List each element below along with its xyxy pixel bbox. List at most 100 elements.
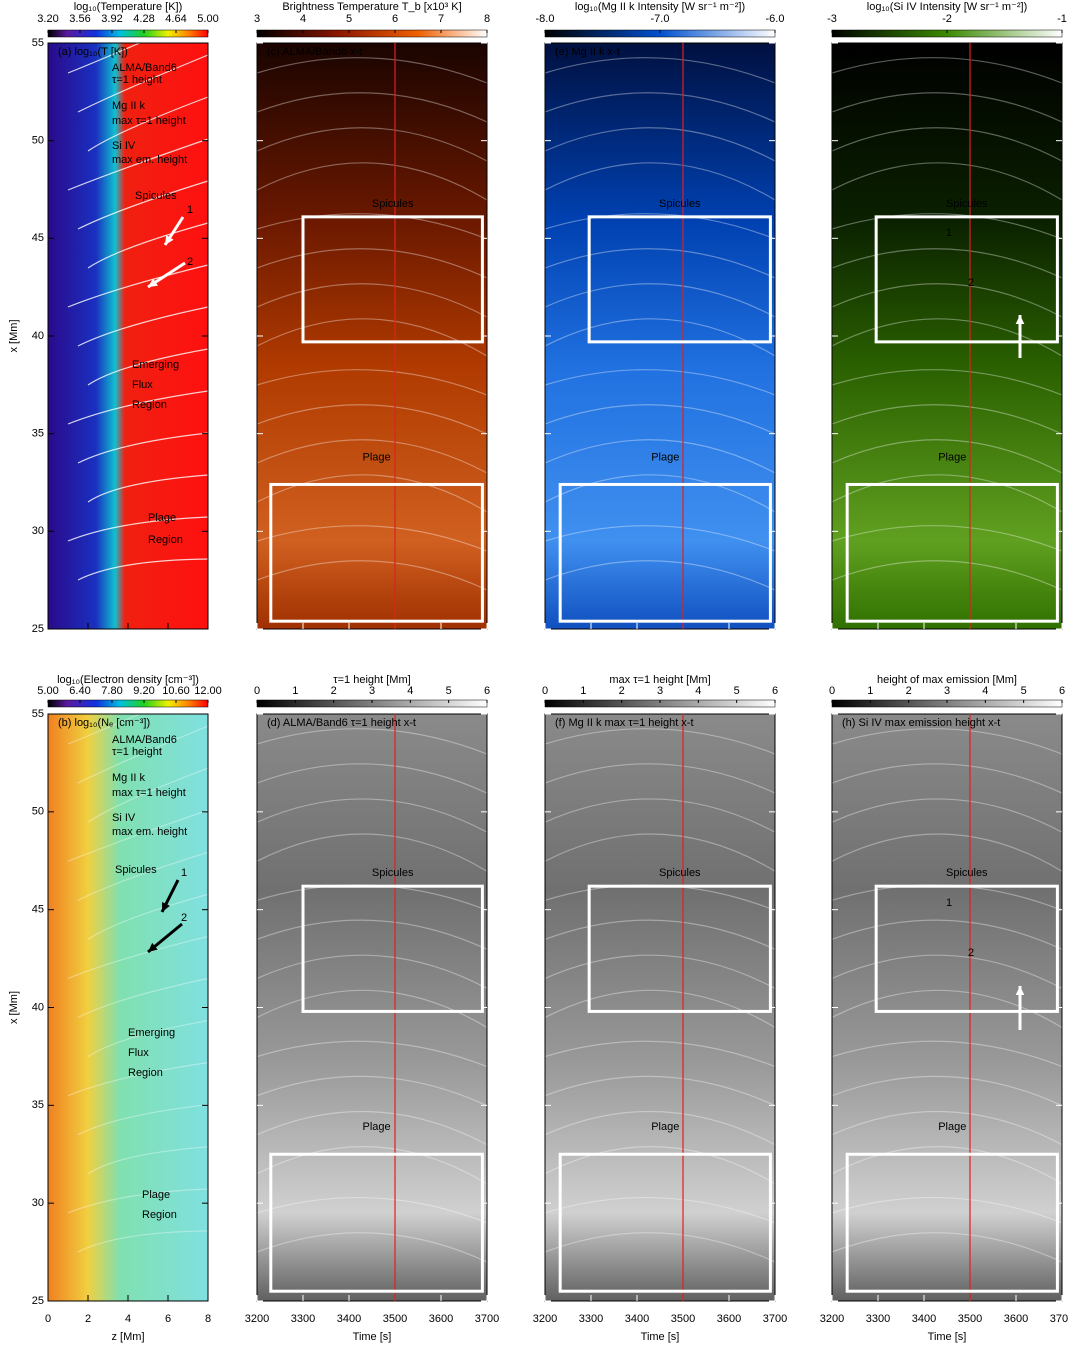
texture <box>77 54 209 113</box>
y-tick-label: 50 <box>32 135 44 147</box>
texture <box>544 369 776 396</box>
texture <box>87 96 209 152</box>
annotation: Plage <box>148 512 176 524</box>
x-tick-label: 3300 <box>291 1313 315 1325</box>
x-tick-label: 3600 <box>1004 1313 1028 1325</box>
texture <box>256 127 488 162</box>
annotation: 1 <box>187 204 193 216</box>
x-tick-label: 3200 <box>820 1313 844 1325</box>
panel-title: (b) log₁₀(Nₑ [cm⁻³]) <box>58 717 150 729</box>
colorbar-tick-label: -2 <box>942 13 952 25</box>
x-axis-label: Time [s] <box>928 1331 967 1343</box>
x-tick-label: 6 <box>165 1313 171 1325</box>
colorbar <box>47 699 209 708</box>
panel: log₁₀(Mg II k Intensity [W sr⁻¹ m⁻²]) -8.… <box>536 1 785 630</box>
texture <box>256 213 488 240</box>
heatmap-image <box>545 714 775 1301</box>
panel-title: (d) ALMA/Band6 τ=1 height x-t <box>267 717 416 729</box>
texture <box>67 12 209 74</box>
colorbar-tick-label: 6 <box>1059 685 1065 697</box>
colorbar-tick-label: 10.60 <box>162 685 190 697</box>
texture <box>77 1230 209 1253</box>
annotation: Spicules <box>115 864 157 876</box>
texture <box>256 248 488 279</box>
annotation: Si IV <box>112 140 136 152</box>
arrow-head <box>148 942 158 952</box>
panel-title: (g) Si IV x-t <box>842 46 897 58</box>
heatmap-image <box>257 43 487 629</box>
panel-title: (a) log₁₀(T [K]) <box>58 46 128 58</box>
region-label: Plage <box>363 1121 391 1133</box>
heatmap-image <box>832 43 1062 629</box>
x-tick-label: 3700 <box>475 1313 499 1325</box>
annotation: max em. height <box>112 826 187 838</box>
annotation: Mg II k <box>112 100 146 112</box>
x-tick-label: 3400 <box>912 1313 936 1325</box>
colorbar-tick-label: 6 <box>392 13 398 25</box>
y-tick-label: 25 <box>32 623 44 635</box>
colorbar-tick-label: 7.80 <box>101 685 122 697</box>
texture <box>67 516 209 542</box>
y-tick-label: 55 <box>32 708 44 720</box>
colorbar-label: log₁₀(Electron density [cm⁻³]) <box>57 674 199 686</box>
texture <box>256 1040 488 1068</box>
annotation: Emerging <box>128 1027 175 1039</box>
panel: τ=1 height [Mm] 0 1 2 3 4 5 6 3200 3300 3400 3500 36… <box>245 674 499 1343</box>
panel-title: (c) ALMA/Band6 x-t <box>267 46 362 58</box>
texture <box>256 369 488 396</box>
region-label: Spicules <box>659 867 701 879</box>
annotation: max τ=1 height <box>112 787 186 799</box>
texture <box>256 1232 488 1263</box>
colorbar-tick-label: 6 <box>772 685 778 697</box>
texture <box>831 57 1063 84</box>
y-tick-label: 50 <box>32 806 44 818</box>
arrow-head <box>1015 315 1025 325</box>
texture <box>256 474 488 513</box>
annotation: Region <box>142 1209 177 1221</box>
texture <box>831 525 1063 552</box>
texture <box>831 763 1063 794</box>
colorbar-tick-label: -6.0 <box>766 13 785 25</box>
texture <box>77 306 209 347</box>
x-axis-label: z [Mm] <box>112 1331 145 1343</box>
panel-title: (f) Mg II k max τ=1 height x-t <box>555 717 694 729</box>
texture <box>256 1110 488 1146</box>
region-box <box>558 482 772 623</box>
texture <box>544 1196 776 1224</box>
texture <box>256 1196 488 1224</box>
colorbar-tick-label: 6 <box>484 685 490 697</box>
colorbar-tick-label: 2 <box>906 685 912 697</box>
texture <box>544 798 776 833</box>
texture <box>831 92 1063 123</box>
panel: height of max emission [Mm] 0 1 2 3 4 5 6 3200 33… <box>820 674 1068 1343</box>
texture <box>831 1196 1063 1224</box>
x-tick-label: 3400 <box>337 1313 361 1325</box>
texture <box>544 525 776 552</box>
region-label: Plage <box>651 1121 679 1133</box>
texture <box>831 1040 1063 1068</box>
colorbar-tick-label: 1 <box>292 685 298 697</box>
annotation: 2 <box>187 256 193 268</box>
heatmap-image <box>48 43 208 629</box>
texture <box>256 283 488 318</box>
annotation: Spicules <box>135 190 177 202</box>
texture <box>87 893 209 940</box>
texture <box>831 919 1063 950</box>
region-box <box>587 215 772 344</box>
texture <box>67 935 209 979</box>
texture <box>544 474 776 513</box>
region-label: Spicules <box>372 198 414 210</box>
region-box <box>269 1152 484 1293</box>
colorbar-tick-label: 9.20 <box>133 685 154 697</box>
annotation: ALMA/Band6 <box>112 734 177 746</box>
annotation: τ=1 height <box>112 74 162 86</box>
colorbar-tick-label: 4 <box>407 685 413 697</box>
texture <box>831 213 1063 240</box>
colorbar <box>47 29 209 38</box>
texture <box>831 1075 1063 1107</box>
texture <box>831 404 1063 435</box>
region-box <box>301 215 484 344</box>
texture <box>544 1110 776 1146</box>
texture <box>67 1188 209 1214</box>
colorbar-tick-label: 3 <box>657 685 663 697</box>
